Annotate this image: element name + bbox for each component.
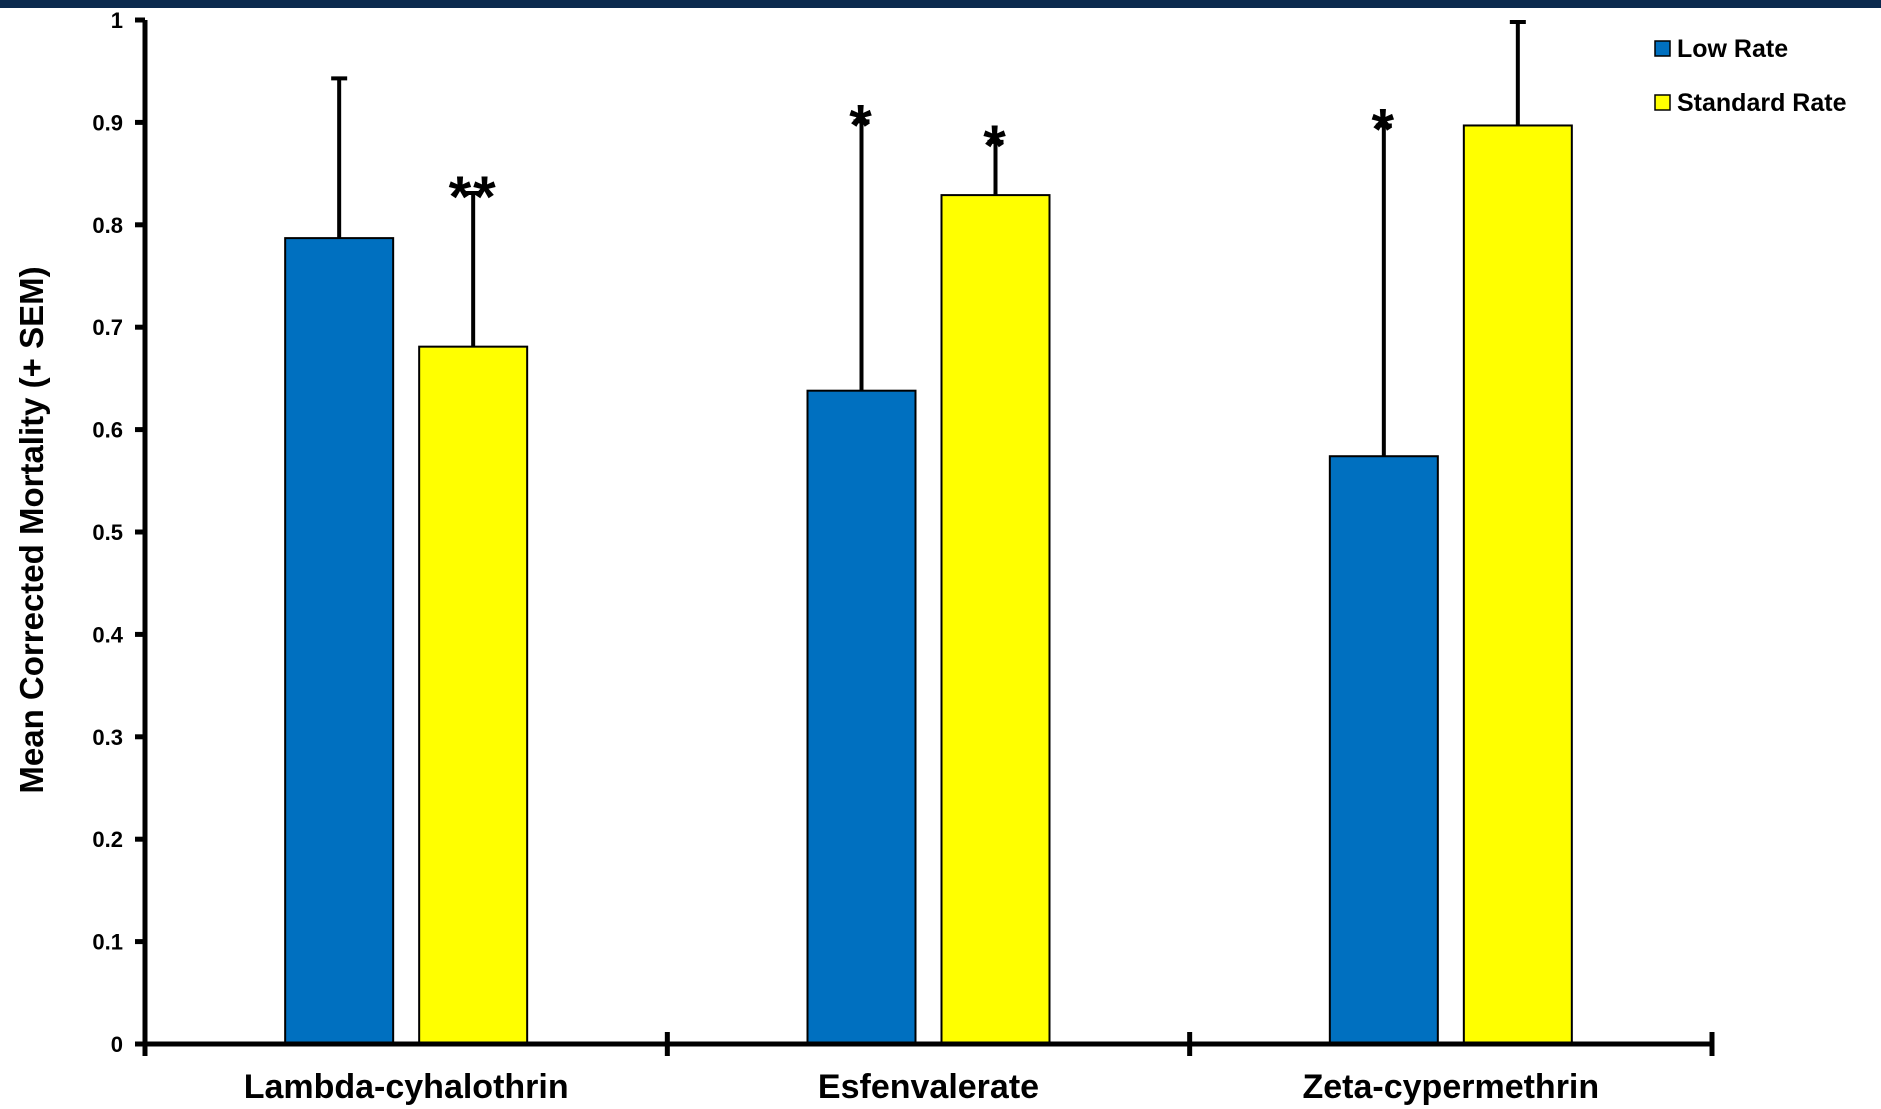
- y-tick-label: 0: [111, 1032, 123, 1057]
- significance-marker: *: [1372, 97, 1397, 162]
- bar-standard-rate: [418, 345, 529, 1045]
- significance-marker: **: [449, 165, 498, 230]
- y-tick-label: 0.8: [92, 213, 123, 238]
- plot-area: 00.10.20.30.40.50.60.70.80.91**Lambda-cy…: [92, 8, 1715, 1106]
- legend: Low Rate Standard Rate: [1654, 35, 1847, 117]
- legend-swatch-standard-rate: [1654, 94, 1671, 111]
- y-tick-label: 1: [111, 8, 123, 33]
- x-tick-label: Esfenvalerate: [818, 1068, 1039, 1106]
- significance-marker: *: [849, 93, 874, 158]
- legend-label-standard-rate: Standard Rate: [1677, 89, 1847, 117]
- header-band: [0, 0, 1881, 8]
- bar-low-rate: [1328, 455, 1439, 1045]
- legend-swatch-low-rate: [1654, 40, 1671, 57]
- bar-standard-rate: [1462, 124, 1573, 1046]
- y-tick-label: 0.3: [92, 725, 123, 750]
- y-tick-label: 0.5: [92, 520, 123, 545]
- bar-low-rate: [284, 237, 395, 1045]
- bar-low-rate: [806, 389, 917, 1045]
- y-tick-label: 0.7: [92, 315, 123, 340]
- y-tick-label: 0.9: [92, 110, 123, 135]
- x-tick-label: Lambda-cyhalothrin: [244, 1068, 569, 1106]
- y-tick-label: 0.6: [92, 418, 123, 443]
- significance-marker: *: [983, 114, 1008, 179]
- legend-label-low-rate: Low Rate: [1677, 35, 1788, 63]
- y-tick-label: 0.2: [92, 827, 123, 852]
- y-tick-label: 0.4: [92, 622, 123, 647]
- bar-standard-rate: [940, 194, 1051, 1045]
- x-tick-label: Zeta-cypermethrin: [1303, 1068, 1600, 1106]
- y-axis-label: Mean Corrected Mortality (+ SEM): [13, 266, 50, 793]
- y-tick-label: 0.1: [92, 930, 123, 955]
